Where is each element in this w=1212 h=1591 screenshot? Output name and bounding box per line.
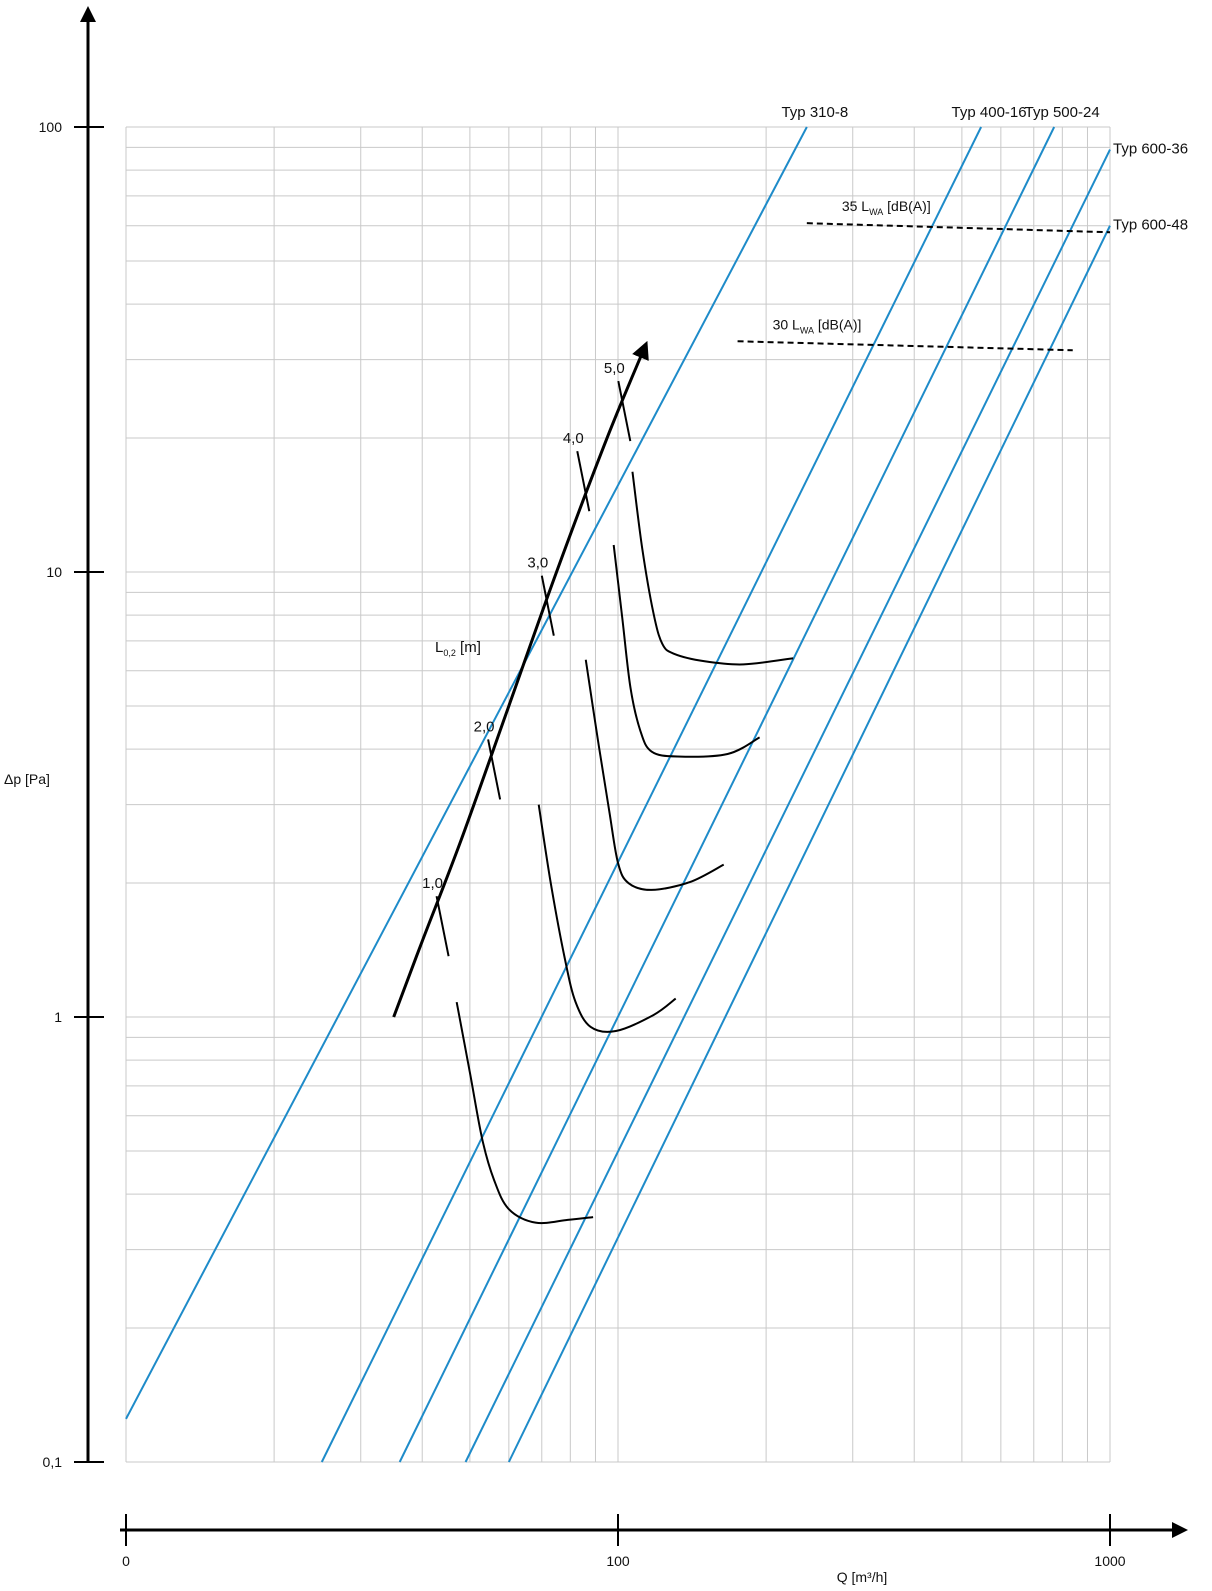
throw-curve-0 bbox=[455, 1001, 594, 1225]
series-label: Typ 310-8 bbox=[781, 104, 848, 121]
y-tick-label: 0,1 bbox=[43, 1454, 63, 1470]
noise-label: 35 LWA [dB(A)] bbox=[842, 198, 931, 217]
throw-tick-label: 5,0 bbox=[604, 360, 625, 377]
throw-axis-label: L0,2 [m] bbox=[435, 639, 481, 658]
throw-axis bbox=[392, 340, 649, 1018]
throw-curve-4 bbox=[631, 471, 794, 666]
throw-tick-label: 2,0 bbox=[474, 718, 495, 735]
throw-tick-3 bbox=[576, 450, 591, 512]
throw-curve-2 bbox=[584, 659, 725, 891]
y-tick-label: 1 bbox=[54, 1009, 62, 1025]
series-line-2 bbox=[398, 126, 1056, 1463]
x-tick-label: 1000 bbox=[1094, 1553, 1125, 1569]
throw-tick-1 bbox=[487, 739, 502, 800]
y-tick-label: 10 bbox=[46, 564, 62, 580]
series-lines bbox=[125, 126, 1111, 1463]
throw-curve-3 bbox=[612, 544, 761, 758]
noise-line-1 bbox=[737, 340, 1073, 352]
x-axis-arrow-icon bbox=[1172, 1522, 1188, 1538]
x-tick-label: 0 bbox=[122, 1553, 130, 1569]
x-tick-label: 100 bbox=[606, 1553, 630, 1569]
series-label: Typ 600-48 bbox=[1113, 217, 1188, 234]
y-axis-arrow-icon bbox=[80, 6, 96, 22]
grid bbox=[125, 126, 1111, 1463]
throw-tick-label: 1,0 bbox=[422, 875, 443, 892]
throw-tick-label: 3,0 bbox=[527, 555, 548, 572]
x-axis-label: Q [m³/h] bbox=[837, 1569, 888, 1585]
noise-lines bbox=[737, 222, 1111, 352]
series-line-3 bbox=[464, 149, 1111, 1463]
throw-tick-2 bbox=[540, 575, 555, 636]
noise-line-0 bbox=[806, 222, 1111, 234]
throw-tick-4 bbox=[617, 380, 632, 442]
throw-tick-0 bbox=[435, 895, 450, 957]
axes bbox=[74, 6, 1188, 1546]
throw-axis-line bbox=[392, 340, 649, 1018]
throw-curves bbox=[455, 471, 794, 1225]
series-label: Typ 400-16 bbox=[952, 104, 1027, 121]
series-line-0 bbox=[125, 126, 808, 1420]
throw-tick-label: 4,0 bbox=[563, 430, 584, 447]
series-line-1 bbox=[320, 126, 982, 1463]
throw-curve-1 bbox=[537, 804, 677, 1033]
noise-label: 30 LWA [dB(A)] bbox=[773, 316, 862, 335]
series-label: Typ 500-24 bbox=[1025, 104, 1100, 121]
y-tick-label: 100 bbox=[39, 119, 63, 135]
series-label: Typ 600-36 bbox=[1113, 141, 1188, 158]
series-line-4 bbox=[507, 225, 1111, 1463]
y-axis-label: Δp [Pa] bbox=[4, 771, 50, 787]
